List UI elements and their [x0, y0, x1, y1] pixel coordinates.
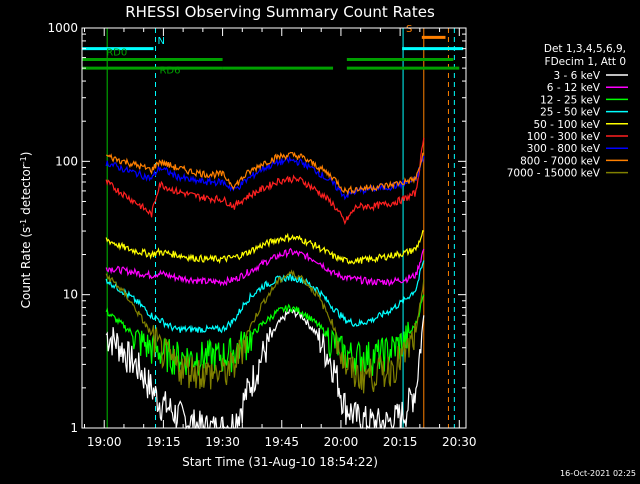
axes-frame [81, 27, 467, 429]
legend-header-line-1: Det 1,3,4,5,6,9, [544, 43, 626, 55]
x-tick-label-20-30: 20:30 [442, 435, 477, 449]
x-axis-label: Start Time (31-Aug-10 18:54:22) [182, 455, 378, 469]
y-tick-label-100: 100 [55, 154, 78, 168]
legend-label-6-12-kev: 6 - 12 keV [547, 82, 601, 94]
legend-label-25-50-kev: 25 - 50 keV [540, 107, 601, 119]
flag-n-label: N [157, 36, 164, 47]
legend-label-300-800-kev: 300 - 800 keV [527, 143, 601, 155]
series-line-25-50-kev [105, 260, 425, 334]
legend-label-50-100-kev: 50 - 100 keV [533, 119, 600, 131]
chart-title: RHESSI Observing Summary Count Rates [125, 3, 435, 21]
flag-rd6-label: RD6 [159, 66, 180, 77]
series-line-3-6-kev [105, 308, 425, 431]
series-line-100-300-kev [105, 137, 425, 226]
plot-area: N S RD0 RD6 1 10 100 1000 19:00 19:15 19:30 19:45 20… [47, 21, 476, 449]
y-tick-label-1000: 1000 [47, 21, 78, 35]
x-tick-label-19-45: 19:45 [264, 435, 299, 449]
legend-label-3-6-kev: 3 - 6 keV [553, 70, 600, 82]
series-line-7000-15000-kev [105, 269, 425, 394]
x-tick-label-19-15: 19:15 [146, 435, 181, 449]
legend-label-800-7000-kev: 800 - 7000 keV [520, 155, 601, 167]
legend-header-line-2: FDecim 1, Att 0 [545, 56, 626, 68]
x-tick-label-19-30: 19:30 [205, 435, 240, 449]
series-line-50-100-kev [105, 230, 424, 265]
y-tick-label-10: 10 [63, 288, 78, 302]
flag-s-label: S [406, 24, 412, 35]
x-tick-label-19-00: 19:00 [87, 435, 122, 449]
series-line-800-7000-kev [106, 151, 424, 196]
series-line-6-12-kev [105, 247, 425, 287]
legend-label-7000-15000-kev: 7000 - 15000 keV [507, 168, 601, 180]
legend-label-12-25-kev: 12 - 25 keV [540, 94, 601, 106]
legend-label-100-300-kev: 100 - 300 keV [527, 131, 601, 143]
x-tick-label-20-00: 20:00 [324, 435, 359, 449]
x-tick-label-20-15: 20:15 [383, 435, 418, 449]
y-tick-label-1: 1 [70, 421, 78, 435]
generation-timestamp: 16-Oct-2021 02:25 [560, 469, 636, 478]
flag-rd0-label: RD0 [106, 48, 127, 59]
y-axis-label: Count Rate (s-1 detector-1) [19, 152, 34, 309]
